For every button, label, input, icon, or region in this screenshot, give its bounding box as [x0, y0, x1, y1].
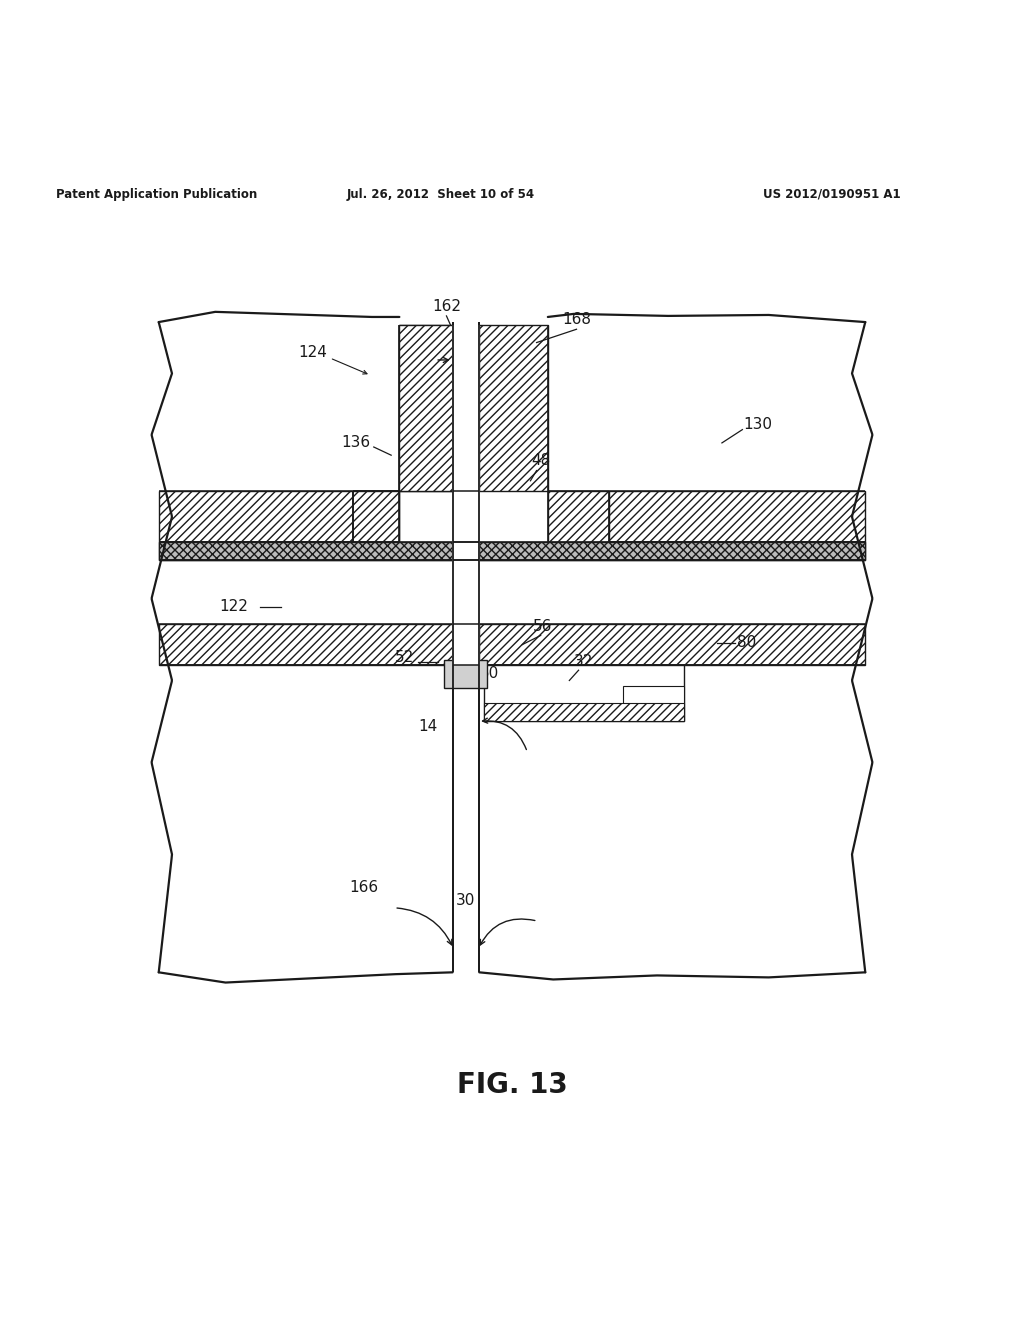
Bar	[444, 660, 487, 688]
Bar	[479, 543, 865, 560]
Bar	[478, 325, 480, 665]
Text: US 2012/0190951 A1: US 2012/0190951 A1	[764, 187, 901, 201]
Bar	[548, 491, 609, 543]
Text: 48: 48	[531, 453, 550, 467]
Text: 122: 122	[219, 599, 248, 614]
Bar	[609, 491, 865, 543]
Bar	[479, 325, 548, 491]
Bar	[479, 624, 865, 665]
Bar	[484, 704, 684, 722]
Bar	[623, 685, 684, 722]
Bar	[353, 491, 399, 543]
Text: 124: 124	[298, 346, 327, 360]
Bar	[453, 325, 479, 665]
Text: 50: 50	[480, 665, 499, 681]
Text: 166: 166	[349, 880, 378, 895]
Bar	[159, 543, 453, 560]
Text: 168: 168	[562, 312, 591, 326]
Text: 52: 52	[395, 651, 414, 665]
Text: 80: 80	[737, 635, 757, 649]
Bar	[399, 325, 453, 491]
Bar	[452, 325, 454, 665]
Bar	[399, 325, 453, 491]
Bar	[479, 543, 865, 560]
Text: FIG. 13: FIG. 13	[457, 1071, 567, 1100]
Bar	[159, 543, 453, 560]
Bar	[484, 665, 684, 722]
Bar	[159, 624, 453, 665]
Bar	[159, 491, 399, 543]
Text: 32: 32	[574, 653, 593, 668]
Text: Jul. 26, 2012  Sheet 10 of 54: Jul. 26, 2012 Sheet 10 of 54	[346, 187, 535, 201]
Text: Patent Application Publication: Patent Application Publication	[56, 187, 258, 201]
Text: 162: 162	[432, 300, 461, 314]
Text: 30: 30	[457, 894, 475, 908]
Bar	[399, 325, 453, 491]
Text: 136: 136	[342, 436, 371, 450]
Text: 56: 56	[534, 619, 552, 634]
Text: 130: 130	[743, 417, 772, 432]
Text: 14: 14	[419, 719, 437, 734]
